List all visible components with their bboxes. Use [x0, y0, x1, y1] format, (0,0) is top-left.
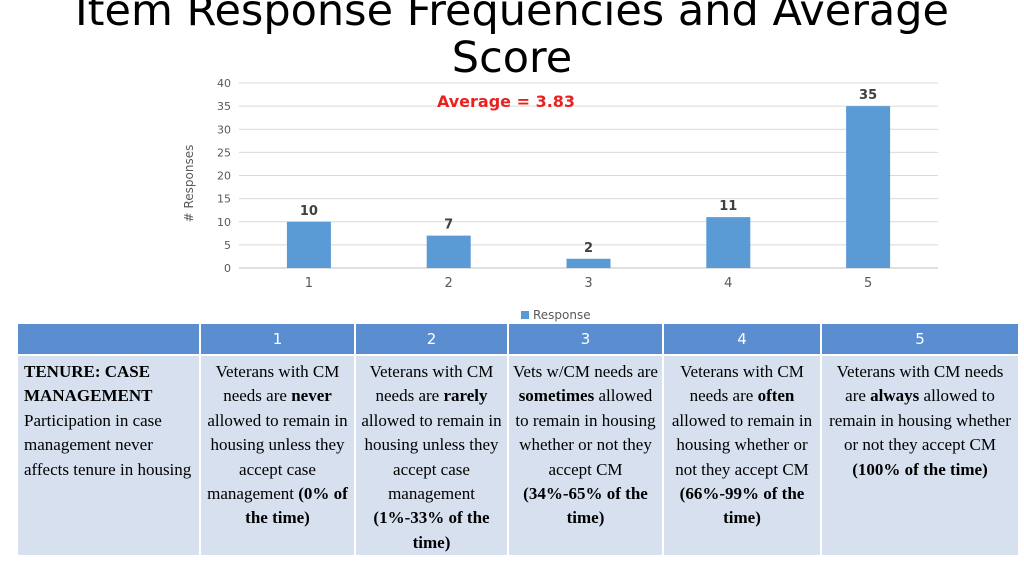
data-label: 10 — [300, 204, 318, 219]
cell-text-body: allowed to remain in housing unless they… — [207, 410, 348, 504]
data-label: 11 — [719, 199, 737, 214]
y-tick-label: 5 — [224, 239, 231, 252]
x-tick-label: 3 — [584, 276, 592, 291]
y-tick-label: 0 — [224, 262, 231, 275]
cell-frequency-word: often — [757, 386, 795, 406]
cell-text-lead: Veterans with CM needs are — [215, 362, 340, 406]
cell-percent-range: (0% of the time) — [245, 484, 348, 528]
level-cell-4: Veterans with CM needs are often allowed… — [662, 353, 822, 558]
cell-frequency-word: always — [870, 386, 920, 406]
data-label: 7 — [444, 218, 453, 233]
y-tick-label: 35 — [217, 100, 231, 113]
level-cell-3: Vets w/CM needs are sometimes allowed to… — [507, 353, 664, 558]
cell-text-body: allowed to remain in housing unless they… — [361, 410, 502, 504]
bar — [566, 258, 611, 268]
cell-percent-range: (66%-99% of the time) — [679, 484, 805, 528]
cell-text-body: allowed to remain in housing whether or … — [829, 386, 1011, 455]
y-tick-label: 10 — [217, 216, 231, 229]
bar — [706, 217, 751, 268]
y-tick-label: 30 — [217, 123, 231, 136]
response-bar-chart: 0 5 10 15 20 25 30 35 40 10 1 7 2 2 3 11 4 35 5 # Responses… — [182, 77, 938, 322]
level-cell-2: Veterans with CM needs are rarely allowe… — [354, 353, 509, 558]
cell-text-body: allowed to remain in housing whether or … — [671, 410, 813, 479]
criterion-label-cell: TENURE: CASE MANAGEMENT Participation in… — [16, 353, 201, 558]
cell-text-lead: Veterans with CM needs are — [680, 362, 804, 406]
criterion-description: Participation in case management never a… — [24, 410, 192, 479]
cell-text-lead: Vets w/CM needs are — [513, 362, 658, 381]
y-tick-label: 20 — [217, 170, 231, 183]
cell-percent-range: (100% of the time) — [852, 459, 988, 479]
y-tick-label: 15 — [217, 193, 231, 206]
legend-swatch — [521, 311, 529, 319]
cell-frequency-word: never — [291, 386, 332, 406]
header-cell-1: 1 — [199, 322, 356, 356]
page-title: Item Response Frequencies and Average Sc… — [74, 0, 950, 83]
legend-label: Response — [533, 308, 591, 322]
average-annotation: Average = 3.83 — [437, 92, 575, 111]
header-cell-4: 4 — [662, 322, 822, 356]
cell-frequency-word: rarely — [443, 386, 488, 406]
header-cell-2: 2 — [354, 322, 509, 356]
x-tick-label: 4 — [724, 276, 732, 291]
cell-frequency-word: sometimes — [518, 386, 595, 406]
data-label: 2 — [584, 241, 593, 256]
cell-text-lead: Veterans with CM needs are — [369, 362, 494, 406]
criterion-title: TENURE: CASE MANAGEMENT — [24, 362, 153, 406]
cell-percent-range: (1%-33% of the time) — [373, 508, 490, 552]
header-cell-blank — [16, 322, 201, 356]
scoring-criteria-table: 1 2 3 4 5 TENURE: CASE MANAGEMENT Partic… — [16, 322, 1020, 558]
table-header-row: 1 2 3 4 5 — [16, 322, 1020, 356]
x-tick-label: 2 — [445, 276, 453, 291]
table-row: TENURE: CASE MANAGEMENT Participation in… — [16, 353, 1020, 558]
data-label: 35 — [859, 88, 877, 103]
level-cell-5: Veterans with CM needs are always allowe… — [820, 353, 1020, 558]
bar — [286, 221, 331, 268]
bar — [426, 235, 471, 268]
header-cell-5: 5 — [820, 322, 1020, 356]
y-tick-label: 40 — [217, 77, 231, 90]
header-cell-3: 3 — [507, 322, 664, 356]
level-cell-1: Veterans with CM needs are never allowed… — [199, 353, 356, 558]
y-tick-label: 25 — [217, 146, 231, 159]
bar — [846, 106, 891, 268]
y-axis-label: # Responses — [182, 145, 196, 223]
x-tick-label: 5 — [864, 276, 872, 291]
x-tick-label: 1 — [305, 276, 313, 291]
cell-text-body: allowed to remain in housing whether or … — [515, 386, 656, 479]
cell-percent-range: (34%-65% of the time) — [523, 484, 648, 528]
cell-text-lead: Veterans with CM needs are — [836, 362, 1004, 406]
